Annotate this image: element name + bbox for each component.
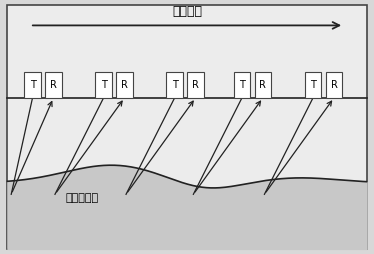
Bar	[45, 72, 62, 98]
Text: 煤质交界面: 煤质交界面	[66, 193, 99, 203]
Text: R: R	[50, 80, 57, 90]
Bar	[325, 72, 343, 98]
Bar	[116, 72, 133, 98]
Bar	[304, 72, 322, 98]
Text: R: R	[121, 80, 128, 90]
Bar	[166, 72, 183, 98]
Bar	[233, 72, 251, 98]
Text: R: R	[260, 80, 266, 90]
Bar	[255, 72, 272, 98]
Text: T: T	[310, 80, 316, 90]
Bar	[95, 72, 112, 98]
Text: R: R	[192, 80, 199, 90]
Text: T: T	[101, 80, 107, 90]
Text: T: T	[30, 80, 36, 90]
Text: T: T	[172, 80, 178, 90]
Text: T: T	[239, 80, 245, 90]
Text: 运动方向: 运动方向	[172, 5, 202, 18]
Bar	[24, 72, 41, 98]
Bar	[187, 72, 204, 98]
Text: R: R	[331, 80, 337, 90]
